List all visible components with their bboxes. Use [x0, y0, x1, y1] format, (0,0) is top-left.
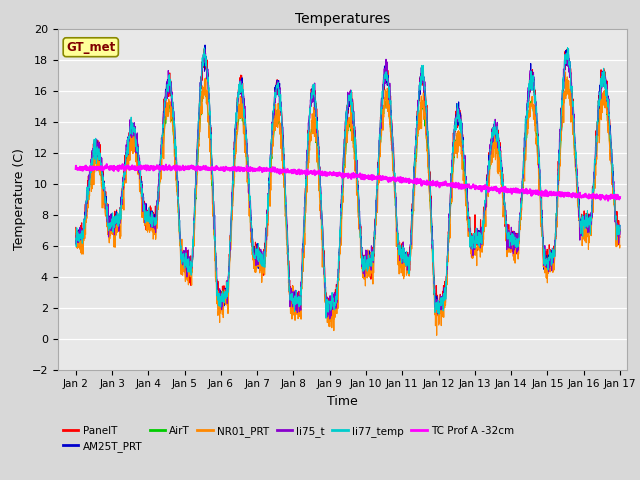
PanelT	[584, 219, 591, 225]
PanelT	[224, 299, 232, 305]
li75_t	[72, 238, 79, 244]
li75_t	[326, 316, 333, 322]
li77_temp	[376, 132, 383, 137]
li77_temp	[564, 45, 572, 50]
AM25T_PRT	[506, 232, 514, 238]
TC Prof A -32cm	[103, 161, 111, 167]
TC Prof A -32cm	[364, 174, 371, 180]
Line: li75_t: li75_t	[76, 49, 620, 319]
li77_temp	[72, 236, 79, 241]
Title: Temperatures: Temperatures	[295, 12, 390, 26]
NR01_PRT	[568, 113, 576, 119]
AM25T_PRT	[364, 265, 372, 271]
PanelT	[616, 234, 624, 240]
li75_t	[224, 287, 232, 293]
PanelT	[435, 321, 442, 327]
NR01_PRT	[376, 180, 383, 186]
PanelT	[376, 138, 383, 144]
AM25T_PRT	[224, 288, 232, 294]
TC Prof A -32cm	[224, 167, 232, 173]
Line: li77_temp: li77_temp	[76, 48, 620, 318]
li75_t	[376, 136, 383, 142]
TC Prof A -32cm	[72, 166, 79, 172]
Line: AM25T_PRT: AM25T_PRT	[76, 45, 620, 315]
TC Prof A -32cm	[376, 175, 383, 181]
li75_t	[201, 47, 209, 52]
PanelT	[506, 231, 514, 237]
Y-axis label: Temperature (C): Temperature (C)	[13, 148, 26, 250]
li77_temp	[506, 238, 514, 244]
NR01_PRT	[72, 237, 79, 243]
AirT	[364, 256, 371, 262]
PanelT	[364, 262, 371, 268]
Legend: PanelT, AM25T_PRT, AirT, NR01_PRT, li75_t, li77_temp, TC Prof A -32cm: PanelT, AM25T_PRT, AirT, NR01_PRT, li75_…	[63, 426, 514, 452]
AM25T_PRT	[616, 223, 624, 228]
AM25T_PRT	[584, 222, 591, 228]
li75_t	[364, 257, 372, 263]
AirT	[584, 220, 591, 226]
NR01_PRT	[562, 69, 570, 75]
TC Prof A -32cm	[568, 194, 576, 200]
AirT	[72, 236, 79, 242]
X-axis label: Time: Time	[327, 395, 358, 408]
PanelT	[568, 86, 576, 92]
PanelT	[72, 225, 79, 230]
AM25T_PRT	[295, 312, 303, 318]
NR01_PRT	[223, 280, 231, 286]
AM25T_PRT	[72, 230, 79, 236]
Line: PanelT: PanelT	[76, 48, 620, 324]
li77_temp	[322, 315, 330, 321]
TC Prof A -32cm	[506, 188, 514, 193]
NR01_PRT	[584, 234, 591, 240]
AirT	[563, 77, 570, 83]
AirT	[376, 156, 383, 162]
li75_t	[584, 218, 591, 224]
li75_t	[616, 229, 624, 235]
li75_t	[568, 95, 576, 100]
AM25T_PRT	[201, 42, 209, 48]
li77_temp	[568, 98, 576, 104]
Line: TC Prof A -32cm: TC Prof A -32cm	[76, 164, 620, 201]
PanelT	[202, 45, 209, 51]
TC Prof A -32cm	[604, 198, 612, 204]
li77_temp	[616, 223, 624, 228]
TC Prof A -32cm	[583, 193, 591, 199]
Line: AirT: AirT	[76, 80, 620, 314]
AirT	[223, 287, 231, 293]
NR01_PRT	[616, 242, 624, 248]
AirT	[323, 312, 331, 317]
NR01_PRT	[364, 260, 371, 265]
AirT	[616, 228, 624, 233]
li75_t	[506, 239, 514, 244]
TC Prof A -32cm	[616, 194, 624, 200]
AM25T_PRT	[376, 136, 383, 142]
AM25T_PRT	[568, 107, 576, 112]
AirT	[568, 116, 576, 122]
AirT	[506, 240, 514, 245]
Line: NR01_PRT: NR01_PRT	[76, 72, 620, 336]
li77_temp	[223, 286, 231, 292]
NR01_PRT	[506, 233, 514, 239]
Text: GT_met: GT_met	[66, 41, 115, 54]
li77_temp	[584, 208, 591, 214]
NR01_PRT	[433, 333, 440, 338]
li77_temp	[364, 260, 371, 266]
